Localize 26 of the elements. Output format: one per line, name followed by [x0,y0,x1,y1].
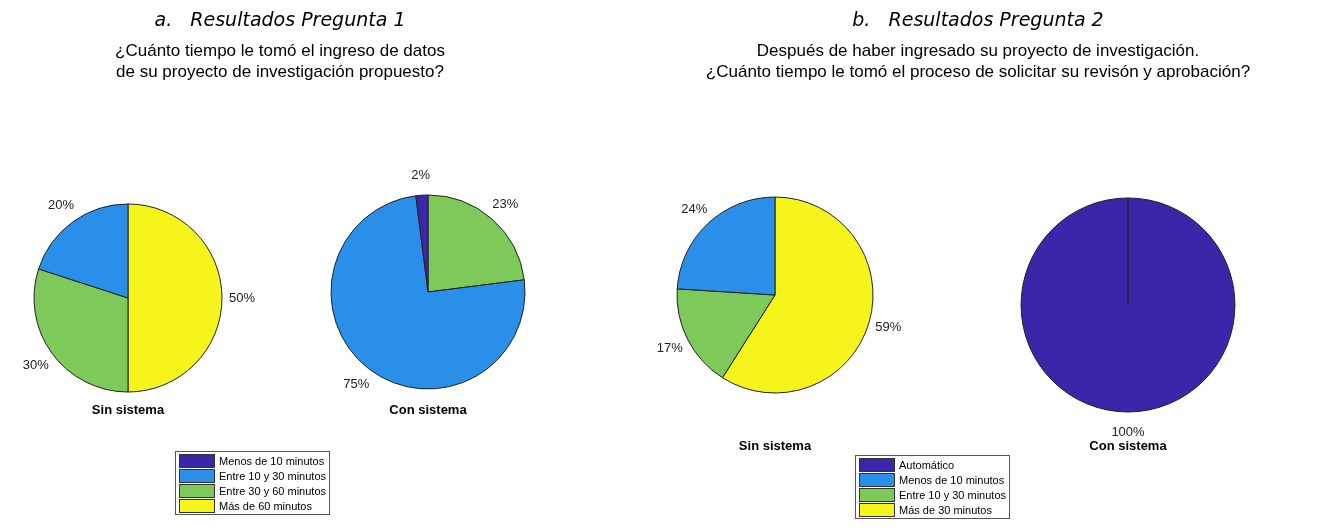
slice-label: Sin sistema [90,402,166,417]
legend-label: Menos de 10 minutos [899,473,1005,486]
data-label: 23% [492,195,519,211]
data-label: 17% [656,340,684,356]
slice-label: Con sistema [1088,438,1168,453]
data-label: 75% [343,376,370,392]
legend-label: Más de 60 minutos [219,499,312,512]
data-label: 24% [681,200,708,216]
data-label: 30% [22,356,50,372]
slice-label: Sin sistema [737,438,813,453]
legend-label: Automático [899,458,955,471]
legend-label: Entre 10 y 30 minutos [219,469,327,482]
data-label: 20% [47,197,75,213]
legend-label: Entre 10 y 30 minutos [899,488,1007,501]
slice-label: Con sistema [388,402,468,417]
data-label: 50% [228,289,256,305]
chart-title: b. Resultados Pregunta 2 [851,8,1105,30]
legend-label: Menos de 10 minutos [219,454,325,467]
chart-subtitle: Después de haber ingresado su proyecto de investigación. ¿Cuánto tiempo le tomó el proceso de solicitar su revisón y aprobación? [704,40,1252,82]
legend-label: Más de 30 minutos [899,503,992,516]
data-label: 2% [411,166,431,182]
data-label: 100% [1111,423,1146,439]
chart-title: a. Resultados Pregunta 1 [153,8,407,30]
data-label: 59% [875,319,902,335]
chart-subtitle: ¿Cuánto tiempo le tomó el ingreso de datos de su proyecto de investigación propuesto? [114,40,446,82]
legend-label: Entre 30 y 60 minutos [219,484,327,497]
